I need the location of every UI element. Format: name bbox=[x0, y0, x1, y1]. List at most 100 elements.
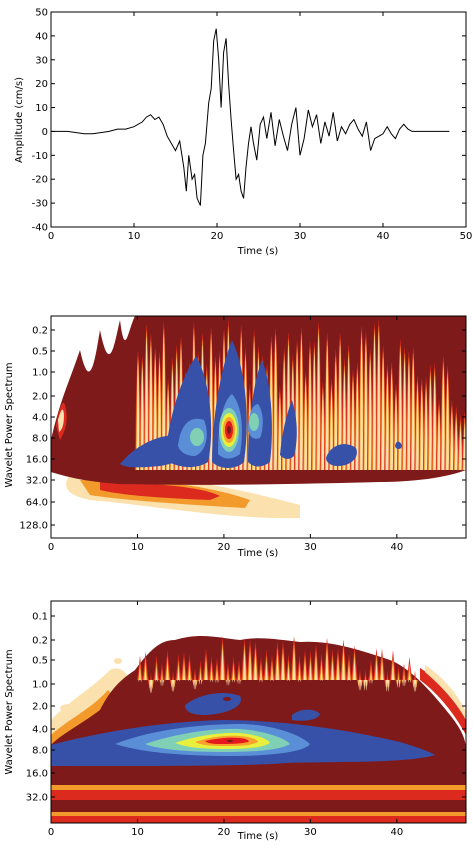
y-tick-label: -30 bbox=[32, 199, 48, 210]
flame-spike bbox=[221, 648, 224, 680]
flame-spike bbox=[270, 666, 274, 682]
flame-spike bbox=[450, 411, 454, 470]
amplitude-series-line bbox=[51, 28, 450, 206]
panel-amplitude: 0 10 20 30 40 50 50 40 30 20 10 0 -10 -20 -30 -40 Time … bbox=[14, 8, 472, 258]
flame-spike bbox=[300, 338, 303, 470]
flame-spike bbox=[336, 659, 340, 680]
y-tick-label: 0.2 bbox=[32, 326, 48, 337]
panel-3-flames bbox=[136, 635, 419, 694]
y-tick-label: 0 bbox=[42, 127, 48, 138]
panel-3-contours bbox=[51, 635, 466, 823]
flame-spike bbox=[254, 653, 257, 680]
flame-spike bbox=[364, 680, 367, 691]
flame-spike bbox=[416, 386, 419, 470]
contour-blue-upper-left-spot bbox=[223, 697, 231, 701]
flame-spike bbox=[145, 336, 148, 470]
flame-spike bbox=[375, 660, 378, 681]
contour-left-flame-2 bbox=[58, 409, 64, 432]
flame-spike bbox=[342, 651, 345, 680]
contour-right-fringe bbox=[420, 668, 466, 735]
flame-spike bbox=[441, 367, 445, 470]
panel-1-ylabel: Amplitude (cm/s) bbox=[14, 77, 25, 163]
flame-spike bbox=[160, 674, 164, 687]
flame-spike bbox=[210, 668, 213, 683]
x-tick-label: 0 bbox=[48, 827, 54, 838]
flame-spike bbox=[308, 352, 312, 470]
x-tick-label: 0 bbox=[48, 231, 54, 242]
y-tick-label: 2.0 bbox=[32, 702, 48, 713]
flame-spike bbox=[386, 375, 389, 470]
flame-spike bbox=[397, 677, 400, 688]
contour-blue-band-lower bbox=[51, 760, 300, 766]
panel-2-xlabel: Time (s) bbox=[237, 548, 279, 559]
panel-2-contours bbox=[51, 316, 466, 519]
flame-spike bbox=[274, 339, 277, 470]
flame-spike bbox=[386, 680, 389, 692]
y-tick-label: 30 bbox=[35, 55, 48, 66]
y-tick-label: 4.0 bbox=[32, 413, 48, 424]
flame-spike bbox=[411, 358, 415, 470]
y-tick-label: 16.0 bbox=[26, 455, 48, 466]
y-tick-label: 0.5 bbox=[32, 347, 48, 358]
contour-core-dark bbox=[227, 739, 233, 743]
flame-spike bbox=[136, 362, 140, 470]
flame-spike bbox=[215, 669, 219, 683]
panel-2-frame bbox=[50, 315, 467, 539]
flame-spike bbox=[144, 663, 147, 681]
panel-3-ylabel: Wavelet Power Spectrum bbox=[4, 649, 15, 774]
flame-spike bbox=[320, 665, 323, 681]
y-tick-label: 10 bbox=[35, 103, 48, 114]
flame-spike bbox=[259, 668, 263, 683]
flame-spike bbox=[413, 680, 417, 692]
flame-spike bbox=[402, 675, 406, 687]
flame-spike bbox=[199, 671, 202, 685]
panel-3-frame bbox=[50, 600, 467, 824]
panel-wavelet-2: 0 10 20 30 40 0.1 0.2 0.5 1.0 2.0 4.0 8.0 16.0 32.0 T… bbox=[4, 600, 467, 842]
panel-3-ticks: 0 10 20 30 40 0.1 0.2 0.5 1.0 2.0 4.0 8.0 16.0 32.0 bbox=[26, 601, 466, 838]
flame-spike bbox=[433, 374, 437, 470]
x-tick-label: 40 bbox=[377, 231, 390, 242]
flame-spike bbox=[355, 373, 359, 470]
flame-spike bbox=[265, 661, 268, 681]
y-tick-label: 40 bbox=[35, 31, 48, 42]
y-tick-label: 50 bbox=[35, 8, 48, 19]
flame-spike bbox=[463, 422, 466, 470]
flame-spike bbox=[391, 661, 395, 681]
panel-2-core bbox=[190, 408, 259, 452]
flame-spike bbox=[325, 344, 329, 470]
flame-spike bbox=[162, 333, 166, 470]
flame-spike bbox=[380, 660, 384, 681]
contour-level-red bbox=[100, 482, 220, 500]
flame-spike bbox=[314, 655, 318, 680]
flame-spike bbox=[408, 668, 411, 683]
flame-spike bbox=[287, 665, 290, 682]
contour-right-fringe-pale bbox=[425, 665, 466, 720]
flame-spike bbox=[360, 337, 363, 470]
panel-2-ylabel: Wavelet Power Spectrum bbox=[4, 362, 15, 487]
contour-blue-upper-right bbox=[292, 709, 320, 721]
flame-spike bbox=[281, 653, 285, 680]
flame-spike bbox=[237, 671, 241, 685]
x-tick-label: 10 bbox=[128, 231, 141, 242]
band-bottom-dark bbox=[51, 800, 466, 812]
x-tick-label: 30 bbox=[294, 231, 307, 242]
flame-spike bbox=[331, 660, 334, 681]
y-tick-label: 1.0 bbox=[32, 680, 48, 691]
flame-spike bbox=[298, 667, 301, 682]
flame-spike bbox=[381, 356, 385, 470]
y-tick-label: 8.0 bbox=[32, 434, 48, 445]
flame-spike bbox=[303, 661, 307, 681]
flame-spike bbox=[390, 373, 394, 470]
flame-spike bbox=[243, 649, 246, 680]
y-tick-label: 2.0 bbox=[32, 392, 48, 403]
x-tick-label: 20 bbox=[211, 231, 224, 242]
flame-spike bbox=[373, 334, 376, 470]
flame-spike bbox=[292, 647, 296, 680]
flame-spike bbox=[304, 382, 308, 470]
flame-spike bbox=[309, 662, 312, 681]
flame-spike bbox=[398, 350, 402, 470]
flame-spike bbox=[353, 657, 356, 680]
x-tick-label: 30 bbox=[304, 827, 317, 838]
y-tick-label: 0.1 bbox=[32, 612, 48, 623]
